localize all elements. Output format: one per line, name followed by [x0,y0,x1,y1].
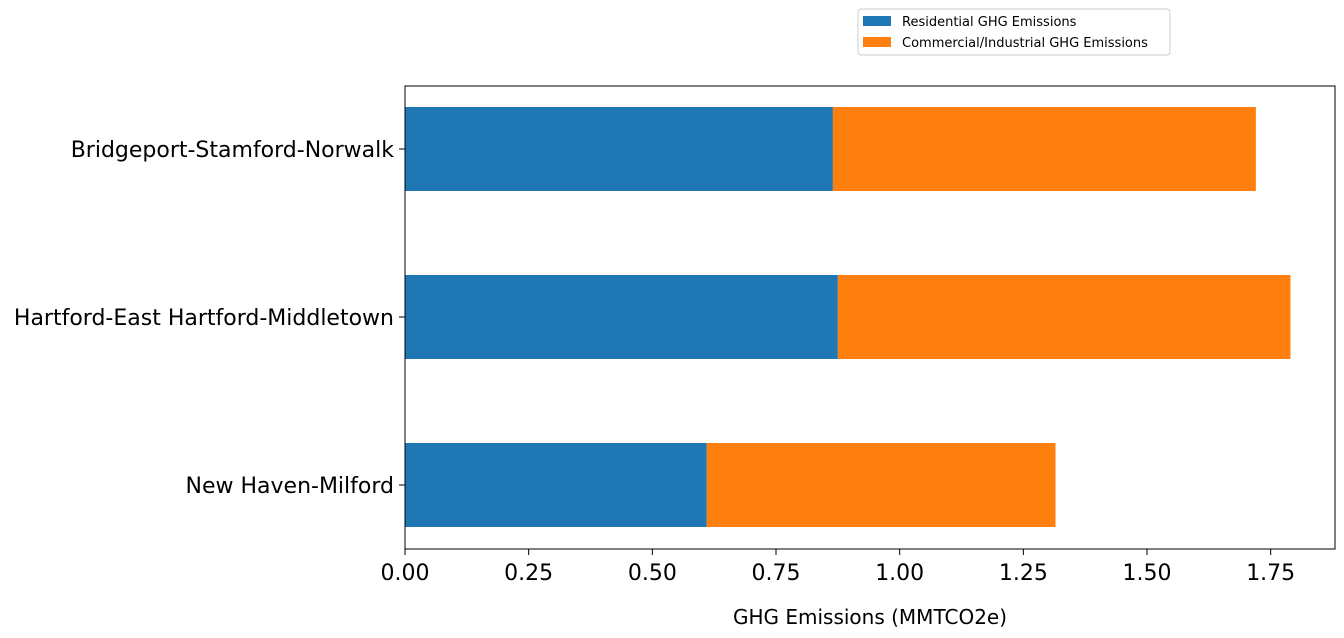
bar-bridgeport-stamford-norwalk-residential [405,107,833,191]
y-tick-label-hartford-east-hartford-middletown: Hartford-East Hartford-Middletown [14,306,394,331]
y-tick-label-bridgeport-stamford-norwalk: Bridgeport-Stamford-Norwalk [71,138,395,163]
bar-new-haven-milford-residential [405,443,707,527]
legend-swatch-residential [863,16,891,26]
legend: Residential GHG Emissions Commercial/Ind… [857,8,1171,56]
bars-group [405,107,1291,527]
legend-label-residential: Residential GHG Emissions [902,15,1077,30]
bar-hartford-east-hartford-middletown-commercial-industrial [837,275,1291,359]
x-tick-label: 1.75 [1246,561,1295,586]
x-tick-label: 1.00 [875,561,924,586]
x-tick-label: 0.50 [628,561,677,586]
bar-new-haven-milford-commercial-industrial [706,443,1056,527]
bar-hartford-east-hartford-middletown-residential [405,275,838,359]
x-tick-label: 0.25 [504,561,553,586]
y-axis: New Haven-Milford Hartford-East Hartford-… [14,138,405,499]
y-tick-label-new-haven-milford: New Haven-Milford [186,474,394,499]
legend-label-commercial-industrial: Commercial/Industrial GHG Emissions [902,36,1148,51]
x-tick-label: 1.50 [1123,561,1172,586]
x-axis-label: GHG Emissions (MMTCO2e) [733,605,1007,629]
x-tick-label: 0.75 [752,561,801,586]
bar-bridgeport-stamford-norwalk-commercial-industrial [832,107,1256,191]
legend-box [857,8,1171,56]
x-tick-label: 0.00 [381,561,430,586]
x-tick-label: 1.25 [999,561,1048,586]
legend-swatch-commercial-industrial [863,37,891,47]
x-axis: 0.00 0.25 0.50 0.75 1.00 1.25 1.50 1.75 [381,549,1295,586]
